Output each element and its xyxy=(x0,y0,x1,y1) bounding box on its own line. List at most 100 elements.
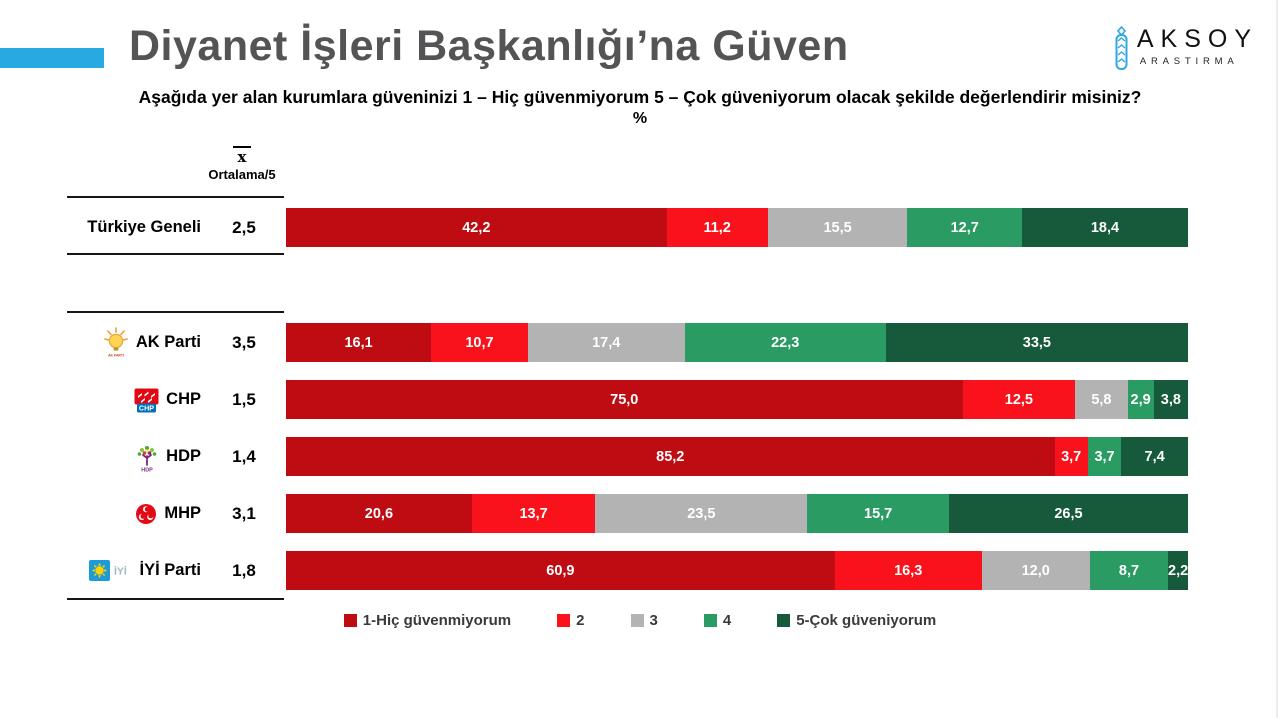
legend-swatch xyxy=(343,614,357,627)
aksoy-column-icon xyxy=(1113,26,1130,74)
row-name: HDP xyxy=(166,447,201,465)
row-name: Türkiye Geneli xyxy=(87,218,201,236)
brand-subtitle: ARASTIRMA xyxy=(1139,55,1239,67)
bar-segment: 18,4 xyxy=(1022,208,1188,247)
legend-label: 3 xyxy=(649,612,658,629)
page-title: Diyanet İşleri Başkanlığı’na Güven xyxy=(129,22,849,70)
row-average: 3,5 xyxy=(232,332,256,352)
bar-segment: 85,2 xyxy=(286,437,1055,476)
row-label-cell: HDP HDP xyxy=(67,437,205,476)
segment-value-label: 60,9 xyxy=(546,562,575,579)
segment-value-label: 2,2 xyxy=(1168,562,1189,579)
row-average: 1,8 xyxy=(232,560,256,580)
legend: 1-Hiç güvenmiyorum 2 3 4 5-Çok güveniyorum xyxy=(0,612,1280,629)
chart-row: AK PARTİ AK Parti 3,5 16,1 10,7 17,4 22,3 33,5 xyxy=(67,323,1188,362)
row-average: 2,5 xyxy=(232,217,256,237)
bar-segment: 3,7 xyxy=(1087,437,1122,476)
legend-label: 5-Çok güveniyorum xyxy=(796,612,937,629)
iyi-logo-icon: İYİ xyxy=(88,559,133,582)
segment-value-label: 42,2 xyxy=(462,219,491,236)
akparti-logo-icon: AK PARTİ xyxy=(103,327,129,358)
table-rule-top xyxy=(67,196,284,198)
stacked-bar: 85,2 3,7 3,7 7,4 xyxy=(286,437,1188,476)
segment-value-label: 22,3 xyxy=(771,334,800,351)
bar-segment: 8,7 xyxy=(1089,551,1169,590)
row-name: CHP xyxy=(166,390,201,408)
mean-symbol: x xyxy=(237,148,247,166)
segment-value-label: 85,2 xyxy=(656,448,685,465)
bar-segment: 60,9 xyxy=(286,551,835,590)
bar-segment: 33,5 xyxy=(885,323,1188,362)
bar-segment: 11,2 xyxy=(666,208,768,247)
legend-label: 2 xyxy=(576,612,585,629)
segment-value-label: 3,7 xyxy=(1094,448,1115,465)
table-rule-above-parties xyxy=(67,311,284,313)
legend-item: 3 xyxy=(630,612,658,629)
bar-segment: 5,8 xyxy=(1075,380,1128,419)
chart-row: CHP CHP 1,5 75,0 12,5 5,8 2,9 3,8 xyxy=(67,380,1188,419)
segment-value-label: 75,0 xyxy=(610,391,639,408)
mhp-logo-icon xyxy=(135,503,157,525)
chp-logo-icon: CHP xyxy=(134,387,159,413)
bar-segment: 23,5 xyxy=(595,494,808,533)
mean-label: Ortalama/5 xyxy=(208,166,276,182)
table-rule-under-total xyxy=(67,253,284,255)
bar-segment: 13,7 xyxy=(471,494,596,533)
chart-rows: Türkiye Geneli 2,5 42,2 11,2 15,5 12,7 18,4 AK … xyxy=(67,0,1188,718)
bar-segment: 2,2 xyxy=(1168,551,1188,590)
percent-label: % xyxy=(632,110,648,127)
bar-segment: 10,7 xyxy=(431,323,528,362)
brand-name: AKSOY xyxy=(1136,25,1258,53)
bar-segment: 16,3 xyxy=(834,551,982,590)
average-column-header: x Ortalama/5 xyxy=(202,146,282,182)
slide-edge xyxy=(1276,0,1278,718)
chart-row: İYİ İYİ Parti 1,8 60,9 16,3 12,0 8,7 2,2 xyxy=(67,551,1188,590)
row-name: MHP xyxy=(164,504,201,522)
segment-value-label: 3,8 xyxy=(1160,391,1181,408)
segment-value-label: 33,5 xyxy=(1022,334,1051,351)
bar-segment: 12,5 xyxy=(962,380,1076,419)
segment-value-label: 5,8 xyxy=(1091,391,1112,408)
segment-value-label: 23,5 xyxy=(687,505,716,522)
legend-swatch xyxy=(777,614,791,627)
row-label-cell: CHP CHP xyxy=(67,380,205,419)
svg-text:AK PARTİ: AK PARTİ xyxy=(108,354,124,358)
row-label-cell: AK PARTİ AK Parti xyxy=(67,323,205,362)
bar-segment: 15,7 xyxy=(807,494,949,533)
row-label-cell: Türkiye Geneli xyxy=(67,208,205,247)
segment-value-label: 15,5 xyxy=(823,219,852,236)
svg-text:HDP: HDP xyxy=(141,467,153,472)
chart-row: MHP 3,1 20,6 13,7 23,5 15,7 26,5 xyxy=(67,494,1188,533)
segment-value-label: 8,7 xyxy=(1118,562,1140,579)
svg-text:İYİ: İYİ xyxy=(114,564,127,577)
segment-value-label: 11,2 xyxy=(703,219,731,236)
segment-value-label: 12,5 xyxy=(1004,391,1033,408)
bar-segment: 22,3 xyxy=(684,323,886,362)
bar-segment: 17,4 xyxy=(527,323,685,362)
row-average: 3,1 xyxy=(232,503,256,523)
legend-swatch xyxy=(557,614,571,627)
stacked-bar: 20,6 13,7 23,5 15,7 26,5 xyxy=(286,494,1188,533)
bar-segment: 16,1 xyxy=(286,323,432,362)
legend-item: 1-Hiç güvenmiyorum xyxy=(343,612,511,629)
table-rule-bottom xyxy=(67,598,284,600)
row-name: AK Parti xyxy=(135,333,201,351)
bar-segment: 3,8 xyxy=(1153,380,1188,419)
legend-swatch xyxy=(630,614,644,627)
stacked-bar: 60,9 16,3 12,0 8,7 2,2 xyxy=(286,551,1188,590)
row-average: 1,4 xyxy=(232,446,256,466)
segment-value-label: 12,7 xyxy=(950,219,979,236)
legend-item: 5-Çok güveniyorum xyxy=(777,612,936,629)
chart-row: HDP HDP 1,4 85,2 3,7 3,7 7,4 xyxy=(67,437,1188,476)
row-label-cell: MHP xyxy=(67,494,205,533)
bar-segment: 42,2 xyxy=(286,208,667,247)
legend-item: 4 xyxy=(703,612,731,629)
stacked-bar: 16,1 10,7 17,4 22,3 33,5 xyxy=(286,323,1188,362)
bar-segment: 20,6 xyxy=(286,494,472,533)
segment-value-label: 26,5 xyxy=(1054,505,1083,522)
segment-value-label: 3,7 xyxy=(1061,448,1082,465)
chart-row: Türkiye Geneli 2,5 42,2 11,2 15,5 12,7 18,4 xyxy=(67,208,1188,247)
mean-overline xyxy=(233,146,251,148)
segment-value-label: 15,7 xyxy=(864,505,893,522)
segment-value-label: 16,3 xyxy=(894,562,923,579)
